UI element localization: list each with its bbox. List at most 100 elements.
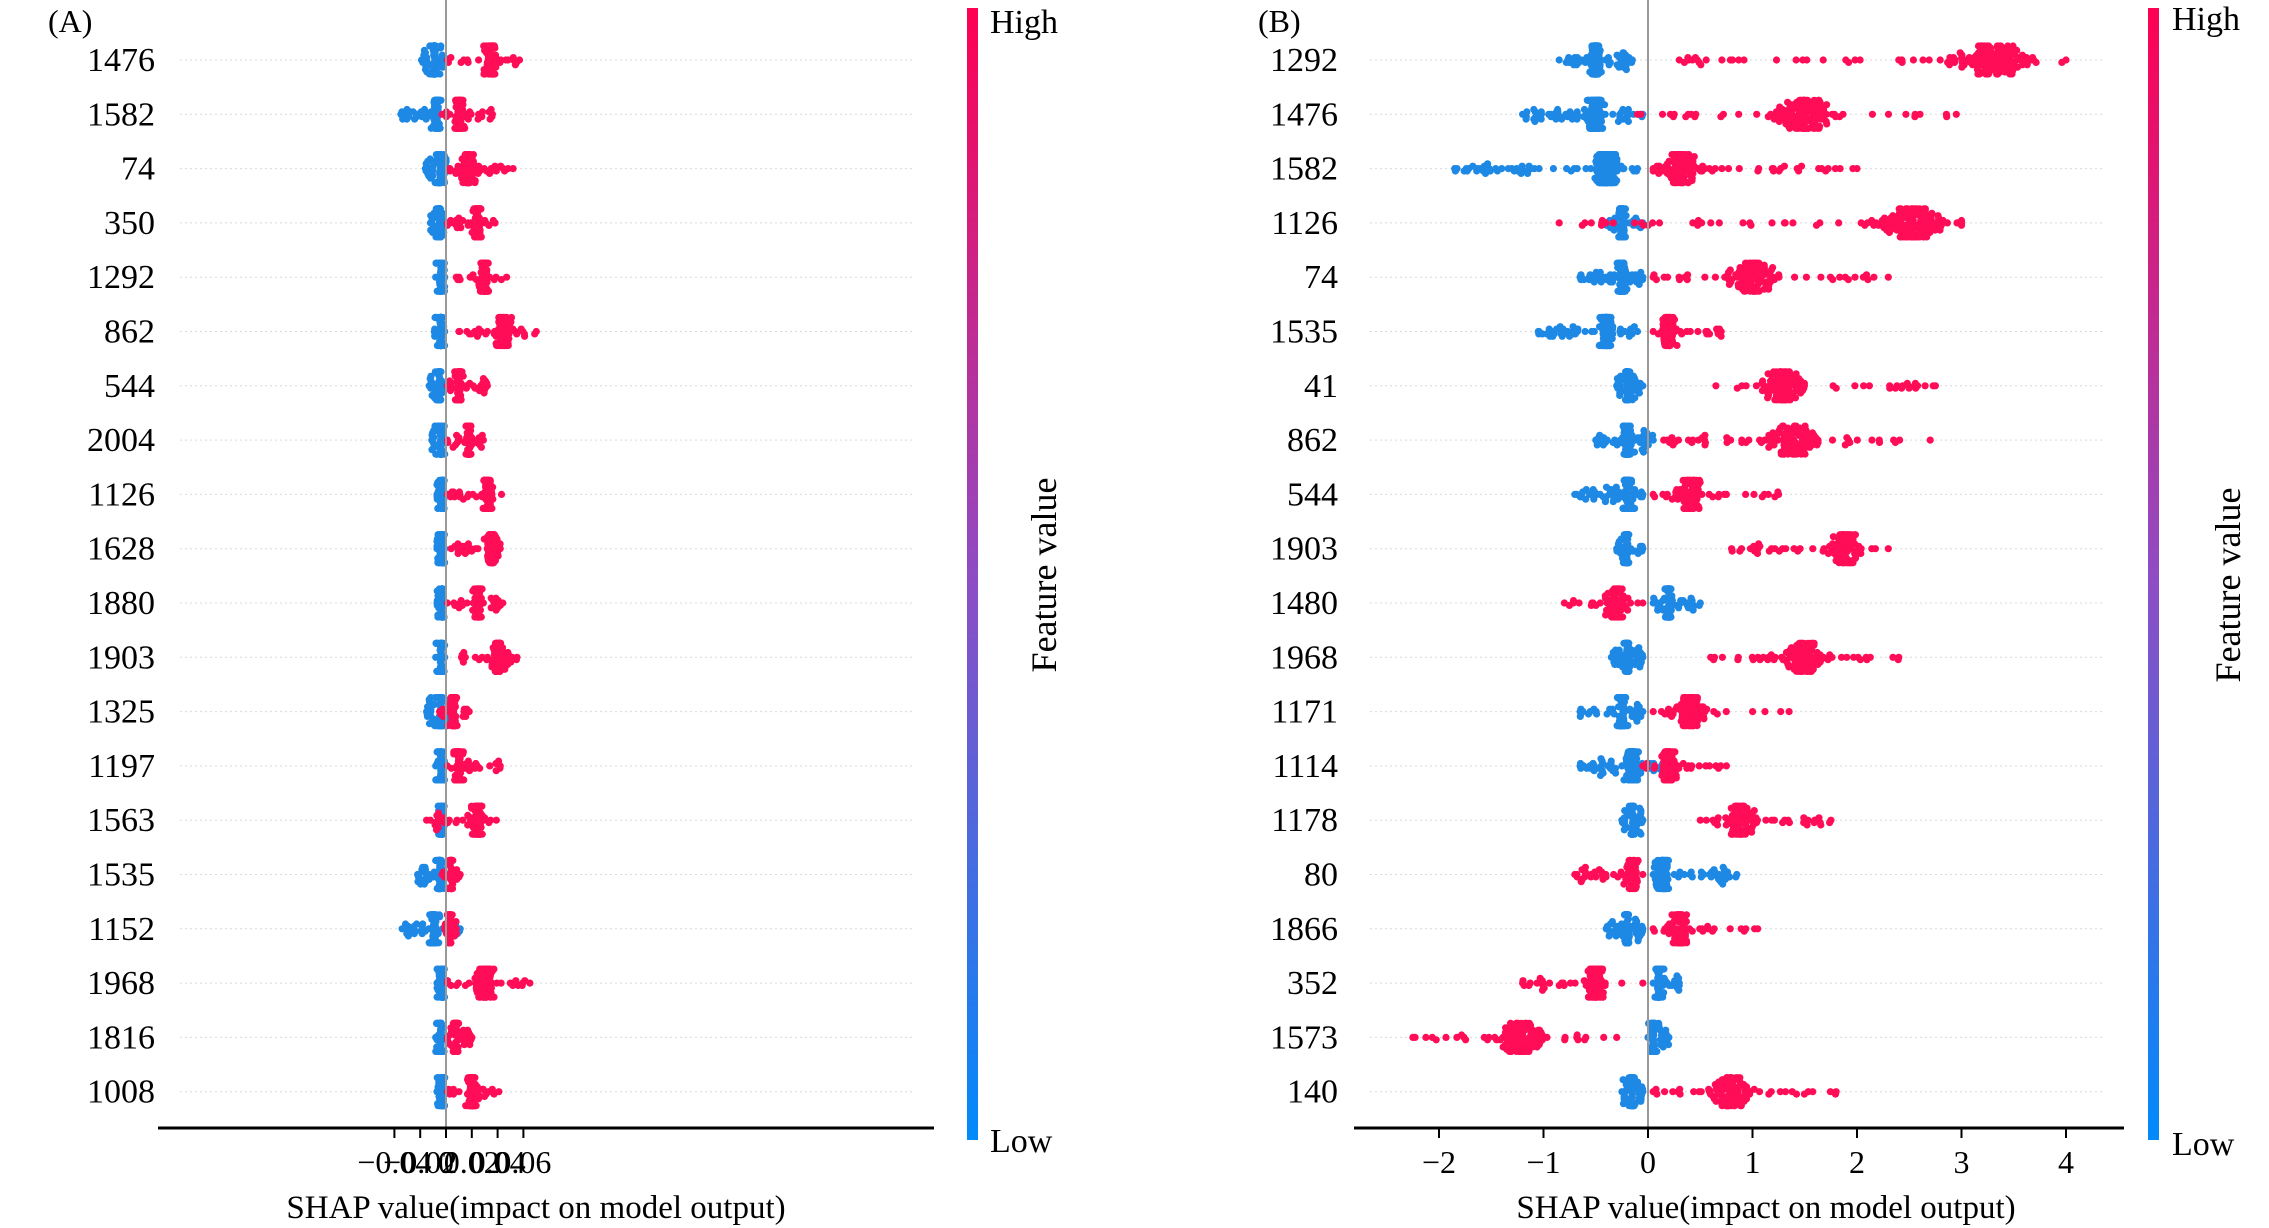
panel-b-high-point xyxy=(1898,58,1906,66)
panel-a-high-point xyxy=(452,918,460,926)
panel-b-low-point xyxy=(1622,66,1630,74)
panel-a-high-point xyxy=(507,313,516,322)
panel-b-low-point xyxy=(1522,115,1530,123)
panel-a-high-point xyxy=(456,327,464,336)
panel-b-high-point xyxy=(1832,113,1840,121)
panel-b-high-point xyxy=(1965,54,1973,62)
panel-a-feature-label: 1152 xyxy=(88,911,155,948)
panel-b-high-point xyxy=(1956,49,1964,57)
panel-a-high-point xyxy=(490,330,498,338)
panel-a-row-2004 xyxy=(428,422,487,458)
panel-a-high-point xyxy=(492,167,500,175)
panel-a-high-point xyxy=(464,221,472,229)
panel-a-low-point xyxy=(438,476,446,484)
panel-a-low-point xyxy=(428,446,436,454)
panel-a-high-point xyxy=(484,557,492,565)
panel-a-colorbar-high-label: High xyxy=(990,4,1058,41)
panel-b-high-point xyxy=(1658,110,1667,118)
panel-a-low-point xyxy=(431,332,439,340)
panel-b-low-point xyxy=(1484,160,1492,168)
panel-a-high-point xyxy=(517,325,525,333)
panel-b-high-point xyxy=(1735,110,1743,118)
panel-a-row-862 xyxy=(430,313,540,350)
panel-a-high-point xyxy=(468,1074,476,1082)
panel-a-low-point xyxy=(420,46,428,55)
panel-a-high-point xyxy=(474,115,482,123)
panel-b-low-point xyxy=(1524,169,1532,177)
panel-b-low-point xyxy=(1460,167,1468,175)
panel-b-high-point xyxy=(1697,61,1705,69)
panel-a-high-point xyxy=(455,604,463,612)
panel-a-low-point xyxy=(427,124,435,132)
panel-a-high-point xyxy=(511,61,519,69)
panel-b-low-point xyxy=(1545,110,1553,118)
panel-b-high-point xyxy=(1813,124,1822,132)
panel-a-high-point xyxy=(483,656,491,664)
panel-b-high-point xyxy=(1786,124,1794,132)
panel-a-high-point xyxy=(457,58,465,66)
panel-b-low-point xyxy=(1537,115,1545,123)
panel-a-low-point xyxy=(434,341,442,350)
panel-a-high-point xyxy=(456,396,464,404)
panel-b-low-point xyxy=(1570,61,1578,69)
panel-a-feature-label: 350 xyxy=(104,205,155,242)
panel-a-feature-label: 1903 xyxy=(87,639,155,676)
panel-a-high-point xyxy=(487,594,495,602)
panel-a-high-point xyxy=(521,332,529,340)
panel-a-high-point xyxy=(491,533,500,541)
panel-a-high-point xyxy=(509,165,517,173)
panel-b-high-point xyxy=(1969,61,1977,69)
panel-a-high-point xyxy=(460,1041,468,1049)
panel-a-high-point xyxy=(475,56,483,64)
panel-a-high-point xyxy=(476,764,484,772)
panel-b-points xyxy=(1409,42,2070,1110)
panel-a-feature-label: 1535 xyxy=(87,857,155,894)
panel-a-low-point xyxy=(431,325,439,333)
panel-a-high-point xyxy=(489,216,497,225)
panel-b-low-point xyxy=(1510,167,1518,175)
panel-a-high-point xyxy=(481,259,489,267)
panel-a-row-350 xyxy=(426,205,499,241)
panel-a-feature-label: 862 xyxy=(104,314,155,351)
panel-b-high-point xyxy=(1770,115,1778,123)
panel-a-high-point xyxy=(480,476,488,484)
panel-a-high-point xyxy=(498,313,506,322)
panel-a-row-1816 xyxy=(432,1019,476,1055)
panel-a-high-point xyxy=(449,1085,457,1093)
panel-a-high-point xyxy=(469,271,477,279)
panel-b-label: (B) xyxy=(1258,3,1301,39)
panel-b-low-point xyxy=(1624,117,1632,126)
panel-a-low-point xyxy=(435,856,443,865)
panel-a-low-point xyxy=(429,42,438,50)
panel-a-high-point xyxy=(459,658,467,666)
panel-b-high-point xyxy=(1987,44,1995,52)
panel-a-low-point xyxy=(427,694,435,702)
panel-a-high-point xyxy=(478,493,486,501)
panel-a-points xyxy=(397,42,540,1110)
panel-b-high-point xyxy=(1799,56,1807,64)
panel-a-feature-label: 1008 xyxy=(87,1074,155,1111)
panel-b-high-point xyxy=(1943,113,1951,121)
panel-a-low-point xyxy=(436,151,445,159)
panel-a-low-point xyxy=(404,932,412,940)
panel-a-low-point xyxy=(430,426,438,435)
panel-a-high-point xyxy=(492,63,500,71)
panel-a-low-point xyxy=(438,694,446,702)
panel-a-high-point xyxy=(478,993,487,1001)
panel-a-low-point xyxy=(422,115,430,123)
panel-b-high-point xyxy=(1784,98,1792,106)
panel-b-high-point xyxy=(1691,113,1699,121)
panel-a-row-544 xyxy=(425,368,491,404)
panel-a-high-point xyxy=(471,384,479,392)
panel-a-high-point xyxy=(512,977,520,985)
panel-a-row-1325 xyxy=(423,694,473,730)
panel-a-low-point xyxy=(432,313,440,322)
panel-a-high-point xyxy=(467,1036,475,1044)
panel-b-row-1476 xyxy=(1519,96,1960,132)
panel-b-low-point xyxy=(1555,56,1563,64)
panel-b-high-point xyxy=(1726,56,1734,64)
panel-a-high-point xyxy=(475,325,483,333)
panel-a-low-point xyxy=(423,712,432,721)
panel-b-high-point xyxy=(2023,61,2031,69)
panel-b-low-point xyxy=(1587,96,1595,104)
